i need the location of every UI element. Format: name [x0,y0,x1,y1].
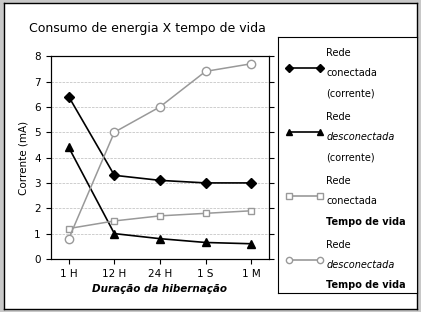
Text: (corrente): (corrente) [327,89,375,99]
Text: Rede: Rede [327,240,351,250]
Text: Consumo de energia X tempo de vida: Consumo de energia X tempo de vida [29,22,266,35]
X-axis label: Duração da hibernação: Duração da hibernação [93,284,227,294]
Y-axis label: Tempo de vida (meses): Tempo de vida (meses) [298,97,308,218]
Text: Rede: Rede [327,112,351,122]
Text: Rede: Rede [327,48,351,58]
Text: conectada: conectada [327,196,377,206]
Text: conectada: conectada [327,68,377,78]
Y-axis label: Corrente (mA): Corrente (mA) [19,120,29,195]
Text: Tempo de vida: Tempo de vida [327,217,406,227]
Text: (corrente): (corrente) [327,153,375,163]
Text: desconectada: desconectada [327,260,395,270]
Text: desconectada: desconectada [327,132,395,142]
Text: Rede: Rede [327,176,351,186]
Text: Tempo de vida: Tempo de vida [327,280,406,290]
